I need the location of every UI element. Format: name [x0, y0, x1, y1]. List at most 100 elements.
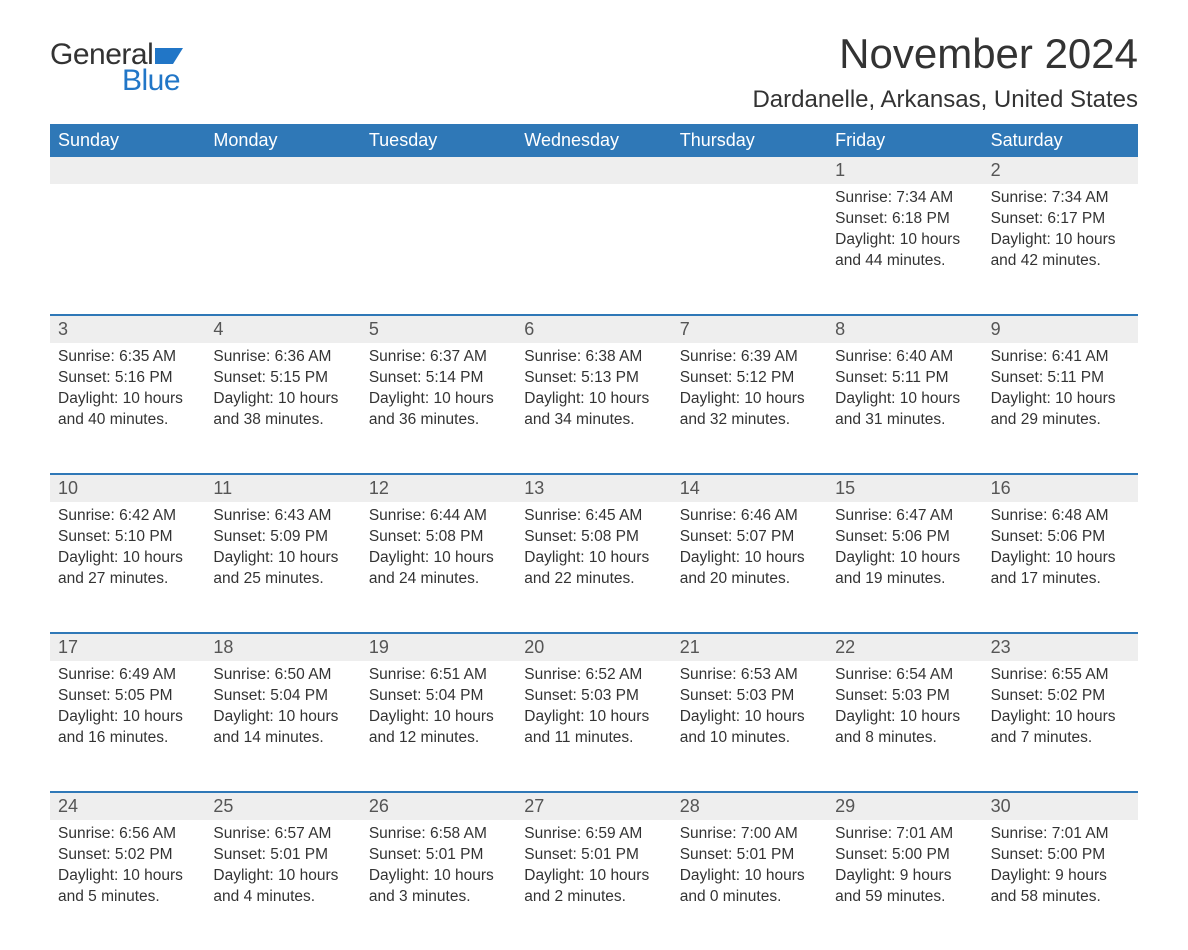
day-cell: Sunrise: 6:37 AMSunset: 5:14 PMDaylight:…: [361, 343, 516, 473]
week-row: Sunrise: 6:35 AMSunset: 5:16 PMDaylight:…: [50, 343, 1138, 473]
day-cell: Sunrise: 6:39 AMSunset: 5:12 PMDaylight:…: [672, 343, 827, 473]
day-number: 26: [361, 793, 516, 820]
week-row: Sunrise: 6:56 AMSunset: 5:02 PMDaylight:…: [50, 820, 1138, 950]
sunrise-text: Sunrise: 6:41 AM: [991, 347, 1130, 368]
day-cell: Sunrise: 6:41 AMSunset: 5:11 PMDaylight:…: [983, 343, 1138, 473]
day-header-saturday: Saturday: [983, 124, 1138, 157]
day-cell: Sunrise: 6:43 AMSunset: 5:09 PMDaylight:…: [205, 502, 360, 632]
sunrise-text: Sunrise: 6:45 AM: [524, 506, 663, 527]
daylight1-text: Daylight: 10 hours: [680, 389, 819, 410]
daylight1-text: Daylight: 10 hours: [213, 389, 352, 410]
daylight2-text: and 36 minutes.: [369, 410, 508, 431]
daylight2-text: and 58 minutes.: [991, 887, 1130, 908]
daylight2-text: and 4 minutes.: [213, 887, 352, 908]
daylight1-text: Daylight: 10 hours: [524, 548, 663, 569]
daylight2-text: and 38 minutes.: [213, 410, 352, 431]
daylight2-text: and 25 minutes.: [213, 569, 352, 590]
sunrise-text: Sunrise: 7:34 AM: [991, 188, 1130, 209]
day-number: 16: [983, 475, 1138, 502]
day-cell: Sunrise: 6:56 AMSunset: 5:02 PMDaylight:…: [50, 820, 205, 950]
sunset-text: Sunset: 5:14 PM: [369, 368, 508, 389]
daylight2-text: and 14 minutes.: [213, 728, 352, 749]
sunset-text: Sunset: 5:08 PM: [369, 527, 508, 548]
daylight2-text: and 24 minutes.: [369, 569, 508, 590]
daylight2-text: and 3 minutes.: [369, 887, 508, 908]
day-header-row: Sunday Monday Tuesday Wednesday Thursday…: [50, 124, 1138, 157]
month-title: November 2024: [752, 30, 1138, 78]
daylight1-text: Daylight: 10 hours: [524, 866, 663, 887]
day-number: 18: [205, 634, 360, 661]
day-cell: Sunrise: 7:00 AMSunset: 5:01 PMDaylight:…: [672, 820, 827, 950]
daylight1-text: Daylight: 10 hours: [835, 707, 974, 728]
day-cell: Sunrise: 7:34 AMSunset: 6:18 PMDaylight:…: [827, 184, 982, 314]
sunset-text: Sunset: 5:00 PM: [991, 845, 1130, 866]
daynum-row: 24252627282930: [50, 791, 1138, 820]
sunset-text: Sunset: 5:07 PM: [680, 527, 819, 548]
day-number: 17: [50, 634, 205, 661]
sunrise-text: Sunrise: 6:57 AM: [213, 824, 352, 845]
daylight1-text: Daylight: 10 hours: [369, 389, 508, 410]
day-cell: Sunrise: 6:35 AMSunset: 5:16 PMDaylight:…: [50, 343, 205, 473]
sunset-text: Sunset: 5:09 PM: [213, 527, 352, 548]
sunrise-text: Sunrise: 6:40 AM: [835, 347, 974, 368]
day-number: 28: [672, 793, 827, 820]
daylight1-text: Daylight: 10 hours: [369, 548, 508, 569]
daylight1-text: Daylight: 10 hours: [213, 707, 352, 728]
day-header-sunday: Sunday: [50, 124, 205, 157]
calendar: Sunday Monday Tuesday Wednesday Thursday…: [50, 124, 1138, 950]
day-number: 15: [827, 475, 982, 502]
daylight2-text: and 20 minutes.: [680, 569, 819, 590]
daylight2-text: and 44 minutes.: [835, 251, 974, 272]
day-number: [361, 157, 516, 184]
day-number: 14: [672, 475, 827, 502]
header: General Blue November 2024 Dardanelle, A…: [50, 30, 1138, 114]
sunrise-text: Sunrise: 6:47 AM: [835, 506, 974, 527]
sunrise-text: Sunrise: 6:35 AM: [58, 347, 197, 368]
sunrise-text: Sunrise: 6:46 AM: [680, 506, 819, 527]
daylight1-text: Daylight: 10 hours: [58, 866, 197, 887]
day-header-wednesday: Wednesday: [516, 124, 671, 157]
sunrise-text: Sunrise: 6:44 AM: [369, 506, 508, 527]
daylight2-text: and 32 minutes.: [680, 410, 819, 431]
day-cell: Sunrise: 6:48 AMSunset: 5:06 PMDaylight:…: [983, 502, 1138, 632]
day-cell: Sunrise: 6:52 AMSunset: 5:03 PMDaylight:…: [516, 661, 671, 791]
daylight2-text: and 22 minutes.: [524, 569, 663, 590]
week-row: Sunrise: 6:49 AMSunset: 5:05 PMDaylight:…: [50, 661, 1138, 791]
daylight2-text: and 12 minutes.: [369, 728, 508, 749]
sunrise-text: Sunrise: 6:59 AM: [524, 824, 663, 845]
day-cell: Sunrise: 6:59 AMSunset: 5:01 PMDaylight:…: [516, 820, 671, 950]
daylight1-text: Daylight: 10 hours: [835, 230, 974, 251]
sunset-text: Sunset: 5:04 PM: [213, 686, 352, 707]
sunset-text: Sunset: 5:01 PM: [369, 845, 508, 866]
day-number: 29: [827, 793, 982, 820]
sunrise-text: Sunrise: 6:55 AM: [991, 665, 1130, 686]
sunrise-text: Sunrise: 7:01 AM: [835, 824, 974, 845]
sunset-text: Sunset: 5:11 PM: [991, 368, 1130, 389]
day-number: [516, 157, 671, 184]
day-cell: Sunrise: 6:49 AMSunset: 5:05 PMDaylight:…: [50, 661, 205, 791]
sunset-text: Sunset: 5:06 PM: [835, 527, 974, 548]
day-cell: Sunrise: 6:42 AMSunset: 5:10 PMDaylight:…: [50, 502, 205, 632]
day-cell: [672, 184, 827, 314]
day-number: 19: [361, 634, 516, 661]
daylight2-text: and 42 minutes.: [991, 251, 1130, 272]
day-cell: Sunrise: 7:01 AMSunset: 5:00 PMDaylight:…: [983, 820, 1138, 950]
week-row: Sunrise: 6:42 AMSunset: 5:10 PMDaylight:…: [50, 502, 1138, 632]
daylight1-text: Daylight: 10 hours: [524, 707, 663, 728]
daylight2-text: and 27 minutes.: [58, 569, 197, 590]
day-cell: Sunrise: 6:47 AMSunset: 5:06 PMDaylight:…: [827, 502, 982, 632]
sunrise-text: Sunrise: 6:37 AM: [369, 347, 508, 368]
daylight1-text: Daylight: 10 hours: [991, 548, 1130, 569]
daylight1-text: Daylight: 10 hours: [58, 548, 197, 569]
day-cell: [361, 184, 516, 314]
sunset-text: Sunset: 5:01 PM: [524, 845, 663, 866]
day-header-monday: Monday: [205, 124, 360, 157]
daylight1-text: Daylight: 10 hours: [58, 707, 197, 728]
sunrise-text: Sunrise: 6:36 AM: [213, 347, 352, 368]
day-cell: Sunrise: 6:45 AMSunset: 5:08 PMDaylight:…: [516, 502, 671, 632]
day-cell: [205, 184, 360, 314]
day-number: 23: [983, 634, 1138, 661]
daylight1-text: Daylight: 10 hours: [680, 866, 819, 887]
day-cell: Sunrise: 6:50 AMSunset: 5:04 PMDaylight:…: [205, 661, 360, 791]
day-number: 2: [983, 157, 1138, 184]
